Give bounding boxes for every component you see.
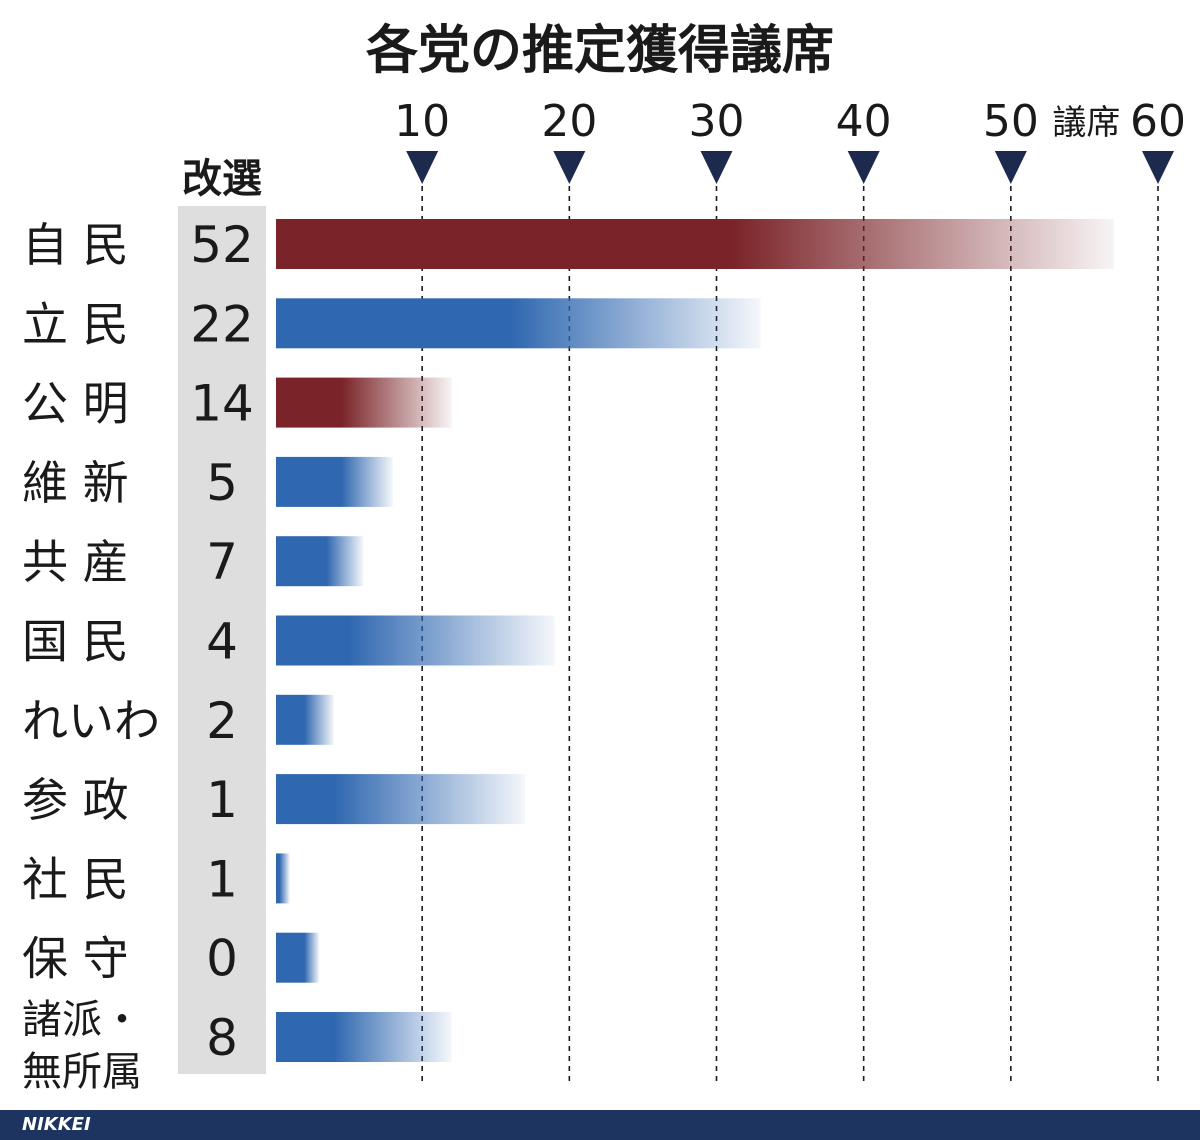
bar-9 [276, 932, 320, 983]
bar-3 [276, 456, 393, 507]
tick-label-50: 50 [983, 96, 1039, 147]
party-label-6: れいわ [22, 694, 160, 748]
tick-marker-40 [847, 151, 880, 184]
nikkei-logo: NIKKEI [22, 1114, 91, 1135]
incumbent-value-1: 22 [190, 295, 254, 353]
tick-marker-20 [553, 151, 586, 184]
party-label-4: 共 産 [22, 535, 129, 589]
bar-8 [276, 853, 290, 904]
tick-label-60: 60 [1130, 96, 1186, 147]
bar-10 [276, 1012, 452, 1062]
tick-marker-30 [700, 151, 733, 184]
incumbent-value-2: 14 [190, 375, 254, 433]
tick-marker-10 [406, 151, 439, 184]
incumbent-column-bg [178, 206, 266, 1074]
incumbent-value-8: 1 [206, 850, 238, 908]
incumbent-value-3: 5 [206, 454, 238, 512]
x-unit-label: 議席 [1052, 103, 1120, 143]
footer-bar: NIKKEI [0, 1110, 1200, 1140]
party-label-8: 社 民 [22, 852, 129, 906]
incumbent-value-5: 4 [206, 613, 238, 671]
incumbent-value-6: 2 [206, 692, 238, 750]
party-label-2: 公 明 [22, 377, 129, 431]
party-label-5: 国 民 [22, 615, 129, 669]
tick-label-10: 10 [394, 96, 450, 147]
incumbent-header: 改選 [182, 156, 262, 202]
party-label-1: 立 民 [22, 297, 129, 351]
bar-7 [276, 774, 526, 825]
tick-label-20: 20 [541, 96, 597, 147]
bar-0 [276, 219, 1114, 269]
party-label-3: 維 新 [22, 456, 129, 510]
tick-label-40: 40 [836, 96, 892, 147]
tick-marker-50 [994, 151, 1027, 184]
incumbent-value-9: 0 [206, 930, 238, 988]
tick-label-30: 30 [689, 96, 745, 147]
incumbent-value-10: 8 [206, 1009, 238, 1067]
party-label-0: 自 民 [22, 218, 129, 272]
bar-1 [276, 298, 761, 349]
tick-marker-60 [1142, 151, 1174, 184]
party-label-10-line-0: 諸派・ [22, 997, 142, 1043]
party-label-9: 保 守 [22, 932, 129, 986]
bar-6 [276, 694, 334, 745]
chart-title: 各党の推定獲得議席 [366, 21, 834, 81]
party-label-7: 参 政 [22, 773, 129, 827]
bar-2 [276, 377, 452, 428]
bar-4 [276, 536, 364, 587]
incumbent-value-7: 1 [206, 771, 238, 829]
incumbent-value-4: 7 [206, 533, 238, 591]
incumbent-value-0: 52 [190, 216, 254, 274]
party-label-10-line-1: 無所属 [22, 1049, 142, 1095]
bar-5 [276, 615, 555, 666]
